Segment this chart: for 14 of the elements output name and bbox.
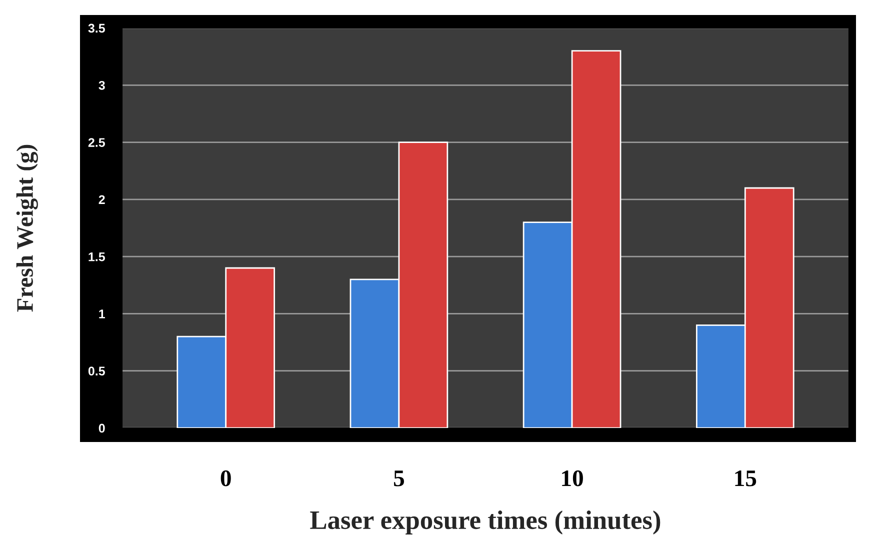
y-axis-title: Fresh Weight (g) xyxy=(16,144,38,312)
y-tick-label: 2 xyxy=(98,195,105,204)
y-tick-label: 2.5 xyxy=(88,138,105,147)
x-tick-label: 10 xyxy=(562,470,583,486)
y-tick-label: 1.5 xyxy=(88,252,105,262)
y-tick-label: 0 xyxy=(98,424,105,433)
y-tick-label: 0.5 xyxy=(88,366,105,376)
y-tick-label: 3 xyxy=(98,80,105,90)
y-tick-label: 3.5 xyxy=(88,24,105,33)
x-tick-label: 5 xyxy=(394,470,404,486)
x-tick-label: 0 xyxy=(220,470,231,486)
y-tick-label: 1 xyxy=(99,310,105,318)
x-axis-title: Laser exposure times (minutes) xyxy=(310,510,660,534)
x-tick-label: 15 xyxy=(735,470,756,486)
